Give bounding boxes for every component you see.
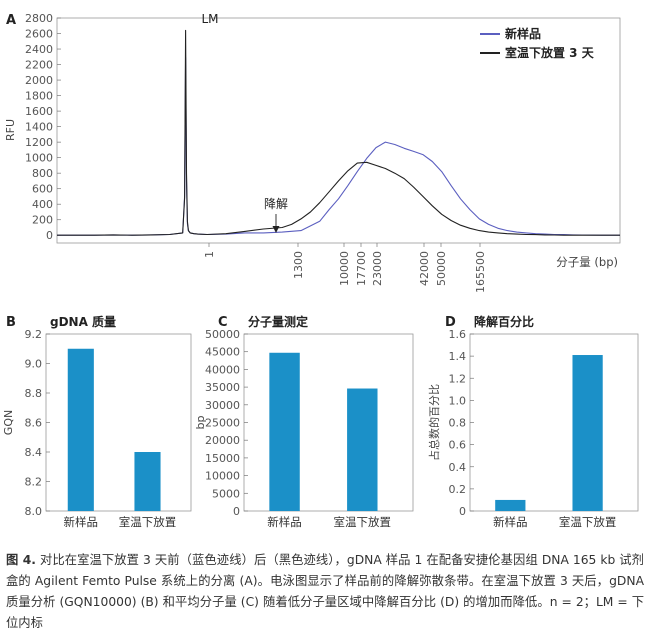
y-tick-label: 35000 — [205, 381, 240, 394]
panel-b-title: gDNA 质量 — [50, 314, 116, 329]
y-tick-label: 9.2 — [25, 328, 43, 341]
y-tick-label: 1.2 — [449, 372, 467, 385]
y-tick-label: 0 — [46, 229, 53, 242]
bar — [67, 348, 94, 511]
y-tick-label: 800 — [32, 167, 53, 180]
y-tick-label: 0 — [459, 505, 466, 518]
x-tick-label: 1 — [203, 251, 216, 258]
y-tick-label: 8.4 — [25, 446, 43, 459]
panel-d-frame — [469, 333, 639, 512]
bar — [572, 355, 603, 511]
caption-figure-label: 图 4. — [6, 553, 36, 567]
y-tick-label: 8.0 — [25, 505, 43, 518]
y-tick-label: 2800 — [25, 12, 53, 25]
panel-a-frame — [56, 17, 621, 244]
y-tick-label: 8.8 — [25, 387, 43, 400]
bar-category-label: 室温下放置 — [119, 515, 177, 529]
caption-text: 对比在室温下放置 3 天前（蓝色迹线）后（黑色迹线），gDNA 样品 1 在配备… — [6, 553, 644, 630]
bar — [134, 452, 161, 511]
y-tick-label: 0.6 — [449, 439, 467, 452]
y-tick-label: 40000 — [205, 363, 240, 376]
panel-c-title: 分子量测定 — [248, 314, 308, 329]
trace-degraded — [57, 29, 620, 236]
figure-caption: 图 4. 对比在室温下放置 3 天前（蓝色迹线）后（黑色迹线），gDNA 样品 … — [6, 550, 644, 634]
y-tick-label: 15000 — [205, 452, 240, 465]
trace-fresh — [57, 57, 620, 236]
y-tick-label: 30000 — [205, 399, 240, 412]
y-tick-label: 1.0 — [449, 394, 467, 407]
y-tick-label: 2600 — [25, 28, 53, 41]
x-tick-label: 50000 — [435, 251, 448, 286]
panel-a-letter: A — [6, 13, 16, 28]
panel-d-ylabel: 占总数的百分比 — [427, 384, 441, 461]
y-tick-label: 400 — [32, 198, 53, 211]
y-tick-label: 1.6 — [449, 328, 467, 341]
panel-d-title: 降解百分比 — [474, 314, 534, 329]
degradation-arrow-head — [272, 226, 280, 233]
y-tick-label: 25000 — [205, 417, 240, 430]
y-tick-label: 45000 — [205, 346, 240, 359]
bar-category-label: 室温下放置 — [559, 515, 617, 529]
panel-c-ylabel: bp — [194, 416, 207, 430]
panel-c-letter: C — [218, 315, 228, 330]
bar-category-label: 新样品 — [64, 515, 99, 529]
x-tick-label: 17700 — [355, 251, 368, 286]
y-tick-label: 50000 — [205, 328, 240, 341]
panel-b-ylabel: GQN — [2, 410, 15, 435]
y-tick-label: 1200 — [25, 136, 53, 149]
y-tick-label: 2000 — [25, 74, 53, 87]
bar-category-label: 室温下放置 — [334, 515, 392, 529]
y-tick-label: 0.2 — [449, 483, 467, 496]
y-tick-label: 8.2 — [25, 476, 43, 489]
y-tick-label: 2200 — [25, 59, 53, 72]
y-tick-label: 0.4 — [449, 461, 467, 474]
panel-a-ylabel: RFU — [4, 119, 17, 141]
y-tick-label: 1400 — [25, 121, 53, 134]
y-tick-label: 8.6 — [25, 417, 43, 430]
legend-label: 室温下放置 3 天 — [505, 45, 595, 60]
bar — [269, 352, 300, 511]
bar — [495, 499, 526, 511]
lm-annotation: LM — [201, 12, 218, 26]
degradation-annotation: 降解 — [264, 197, 288, 211]
y-tick-label: 2400 — [25, 43, 53, 56]
y-tick-label: 200 — [32, 214, 53, 227]
x-tick-label: 23000 — [371, 251, 384, 286]
x-tick-label: 165500 — [474, 251, 487, 293]
panel-d-letter: D — [445, 315, 456, 330]
x-tick-label: 1300 — [292, 251, 305, 279]
bar — [347, 388, 378, 511]
panel-a-xlabel: 分子量 (bp) — [556, 255, 618, 269]
bar-category-label: 新样品 — [493, 515, 528, 529]
y-tick-label: 1600 — [25, 105, 53, 118]
y-tick-label: 1.4 — [449, 350, 467, 363]
y-tick-label: 20000 — [205, 434, 240, 447]
y-tick-label: 600 — [32, 183, 53, 196]
y-tick-label: 10000 — [205, 470, 240, 483]
y-tick-label: 0 — [233, 505, 240, 518]
x-tick-label: 42000 — [418, 251, 431, 286]
y-tick-label: 0.8 — [449, 417, 467, 430]
panel-b-letter: B — [6, 315, 16, 330]
legend-label: 新样品 — [505, 26, 541, 41]
y-tick-label: 1800 — [25, 90, 53, 103]
y-tick-label: 5000 — [212, 487, 240, 500]
figure-canvas: A RFU 0 200 400 600 800 1000 1200 1400 1600 1800 200… — [2, 12, 639, 529]
y-tick-label: 1000 — [25, 152, 53, 165]
bar-category-label: 新样品 — [267, 515, 302, 529]
y-tick-label: 9.0 — [25, 358, 43, 371]
x-tick-label: 10000 — [338, 251, 351, 286]
